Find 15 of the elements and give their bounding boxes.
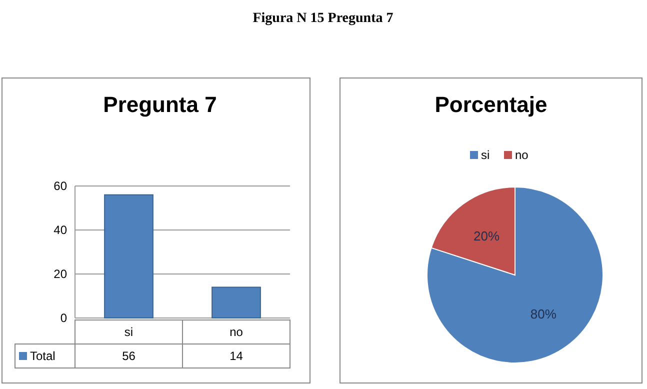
- y-tick-label: 60: [54, 179, 68, 194]
- y-tick-label: 20: [54, 267, 68, 282]
- data-label: 20%: [474, 228, 500, 244]
- data-label: 14: [230, 349, 244, 364]
- text: Figura N 15 Pregunta 7: [252, 11, 394, 26]
- legend-label: Total: [30, 349, 56, 364]
- legend-label: no: [515, 148, 529, 162]
- data-label: 80%: [530, 306, 557, 322]
- y-tick-label: 0: [60, 311, 68, 326]
- legend-label: si: [481, 148, 490, 162]
- data-label: 56: [122, 349, 136, 364]
- chart-title: Porcentaje: [434, 92, 548, 117]
- chart-title: Pregunta 7: [103, 92, 217, 117]
- y-tick-label: 40: [54, 223, 68, 238]
- pie-slice: [426, 186, 604, 364]
